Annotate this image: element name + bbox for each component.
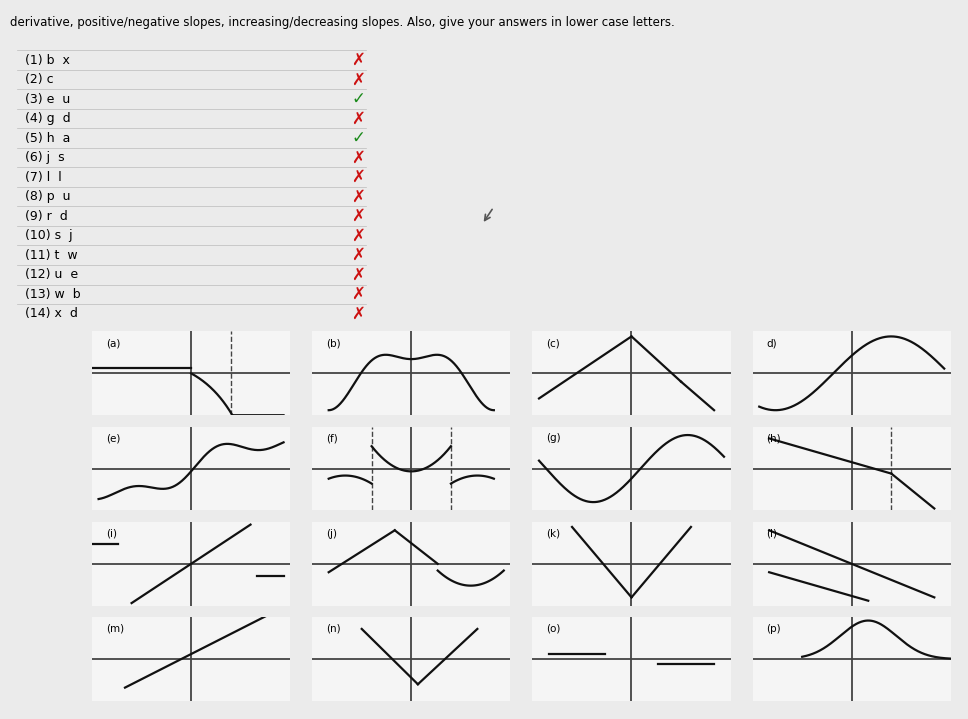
Text: (8) p  u: (8) p u [25,191,71,203]
Text: (a): (a) [106,338,120,348]
Text: ✗: ✗ [351,149,365,167]
Text: (5) h  a: (5) h a [25,132,71,145]
Text: derivative, positive/negative slopes, increasing/decreasing slopes. Also, give y: derivative, positive/negative slopes, in… [10,16,675,29]
Text: ✗: ✗ [351,246,365,265]
Text: ✗: ✗ [351,70,365,88]
Text: (g): (g) [546,434,560,444]
Text: (9) r  d: (9) r d [25,210,68,223]
Text: (k): (k) [546,528,560,539]
Text: (11) t  w: (11) t w [25,249,77,262]
Text: (6) j  s: (6) j s [25,151,65,164]
Text: ✗: ✗ [351,51,365,69]
Text: ✓: ✓ [351,129,365,147]
Text: (2) c: (2) c [25,73,53,86]
Text: (h): (h) [767,434,781,444]
Text: (p): (p) [767,624,781,634]
Text: (12) u  e: (12) u e [25,268,78,281]
Text: ✗: ✗ [351,266,365,284]
Text: (3) e  u: (3) e u [25,93,71,106]
Text: (f): (f) [326,434,338,444]
Text: (13) w  b: (13) w b [25,288,80,301]
Text: (c): (c) [546,338,560,348]
Text: (10) s  j: (10) s j [25,229,73,242]
Text: ✗: ✗ [351,305,365,323]
Text: (7) l  l: (7) l l [25,170,62,183]
Text: d): d) [767,338,777,348]
Text: (j): (j) [326,528,337,539]
Text: ✓: ✓ [351,90,365,108]
Text: (l): (l) [767,528,777,539]
Text: ✗: ✗ [351,168,365,186]
Text: (m): (m) [106,624,124,634]
Text: ✗: ✗ [351,188,365,206]
Text: ✗: ✗ [351,207,365,225]
Text: (o): (o) [546,624,560,634]
Text: ✗: ✗ [351,226,365,244]
Text: (4) g  d: (4) g d [25,112,71,125]
Text: (n): (n) [326,624,341,634]
Text: ✗: ✗ [351,285,365,303]
Text: (14) x  d: (14) x d [25,307,77,320]
Text: ✗: ✗ [351,109,365,128]
Text: (e): (e) [106,434,120,444]
Text: (1) b  x: (1) b x [25,54,70,67]
Text: (b): (b) [326,338,341,348]
Text: (i): (i) [106,528,117,539]
